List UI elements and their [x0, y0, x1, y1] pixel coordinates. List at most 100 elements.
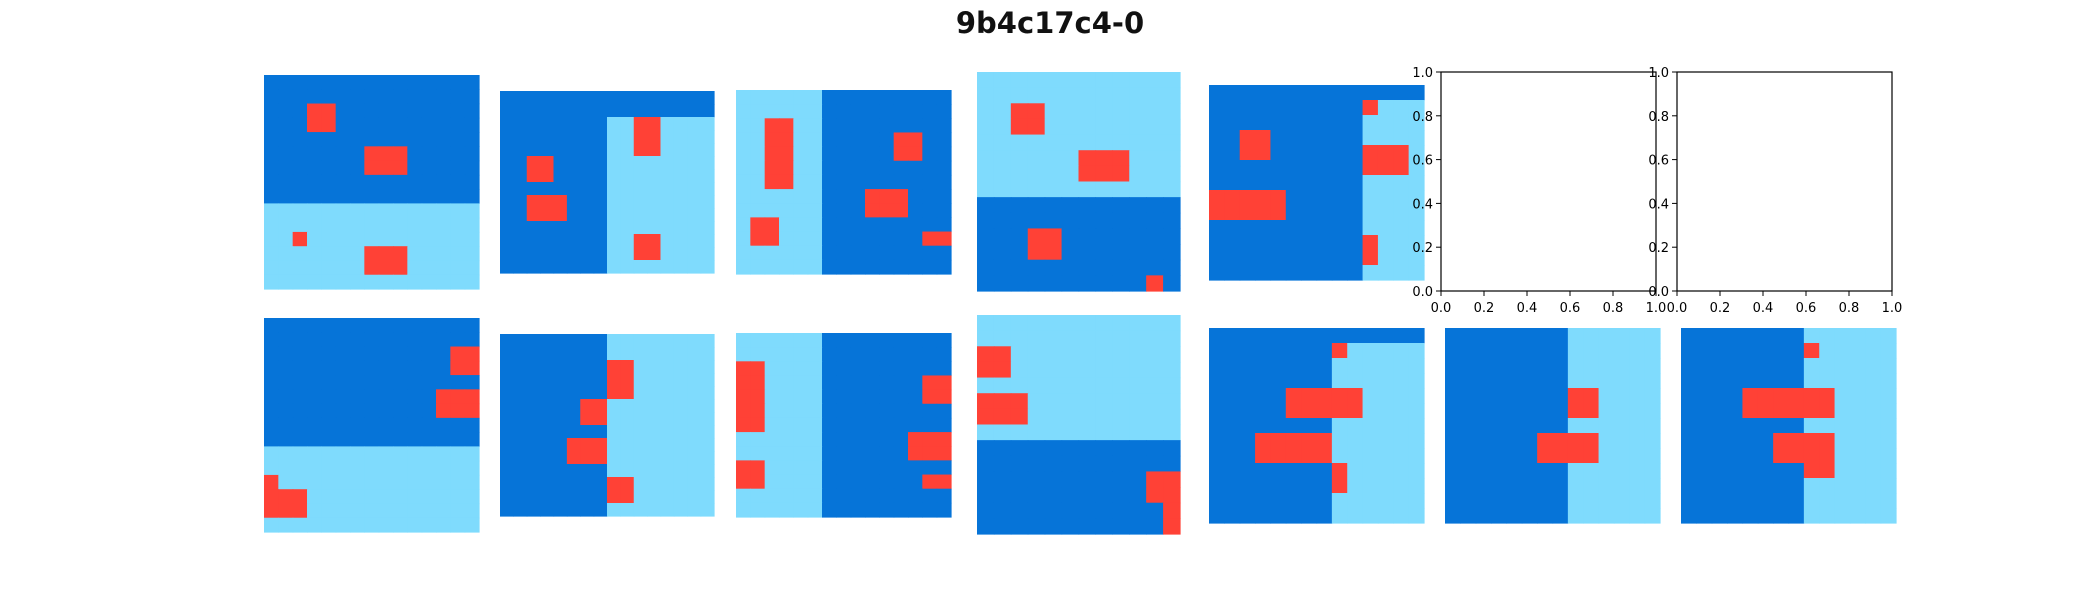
grid-cell: [1819, 448, 1836, 464]
grid-cell: [1146, 244, 1164, 261]
grid-cell: [1788, 433, 1805, 449]
grid-cell: [307, 146, 322, 162]
grid-cell: [700, 117, 715, 131]
grid-cell: [700, 490, 715, 504]
grid-cell: [1552, 403, 1569, 419]
grid-cell: [350, 146, 365, 162]
grid-cell: [1146, 471, 1164, 488]
grid-cell: [1788, 343, 1805, 359]
grid-cell: [580, 464, 595, 478]
grid-cell: [850, 460, 866, 476]
grid-cell: [673, 234, 688, 248]
grid-cell: [879, 333, 895, 348]
grid-cell: [1377, 328, 1394, 344]
grid-cell: [1865, 448, 1882, 464]
grid-cell: [364, 489, 380, 505]
grid-cell: [553, 91, 568, 105]
grid-cell: [936, 432, 952, 447]
x-tick-label: 0.8: [1603, 301, 1624, 316]
grid-cell: [526, 247, 541, 261]
grid-cell: [1146, 103, 1164, 120]
grid-cell: [335, 231, 351, 247]
grid-cell: [1788, 463, 1805, 479]
grid-cell: [378, 375, 394, 390]
grid-cell: [936, 488, 952, 504]
grid-cell: [350, 89, 365, 105]
grid-cell: [321, 446, 337, 462]
grid-cell: [436, 375, 451, 390]
grid-cell: [335, 203, 351, 219]
grid-cell: [764, 259, 780, 275]
grid-cell: [464, 360, 480, 376]
grid-cell: [764, 417, 780, 433]
grid-cell: [908, 259, 923, 275]
grid-cell: [687, 425, 702, 439]
grid-cell: [1598, 328, 1615, 344]
grid-cell: [407, 503, 423, 519]
grid-cell: [1331, 493, 1348, 509]
grid-cell: [1112, 197, 1130, 214]
grid-cell: [607, 182, 621, 196]
grid-cell: [1742, 328, 1759, 344]
grid-cell: [822, 460, 837, 476]
grid-cell: [793, 259, 809, 275]
grid-cell: [1491, 478, 1508, 494]
grid-cell: [1270, 343, 1287, 359]
grid-cell: [1027, 212, 1046, 230]
grid-cell: [421, 160, 437, 176]
grid-cell: [307, 103, 322, 119]
grid-cell: [1270, 433, 1287, 449]
grid-cell: [1362, 145, 1379, 161]
grid-cell: [292, 174, 308, 190]
grid-cell: [1078, 244, 1097, 261]
grid-cell: [1285, 175, 1302, 191]
grid-cell: [1727, 448, 1744, 464]
grid-cell: [922, 118, 938, 134]
grid-cell: [1010, 471, 1029, 488]
grid-cell: [1112, 244, 1130, 261]
grid-cell: [264, 417, 279, 433]
grid-cell: [526, 412, 541, 426]
grid-cell: [540, 221, 555, 235]
grid-cell: [822, 417, 837, 433]
grid-cell: [1078, 393, 1097, 410]
grid-cell: [278, 217, 294, 233]
grid-cell: [1803, 418, 1820, 434]
grid-cell: [1078, 440, 1097, 457]
grid-cell: [1129, 197, 1147, 214]
grid-cell: [1742, 493, 1759, 509]
grid-cell: [1773, 433, 1790, 449]
grid-cell: [278, 417, 294, 433]
grid-cell: [500, 503, 514, 517]
grid-cell: [436, 332, 451, 348]
grid-cell: [1408, 418, 1425, 434]
grid-cell: [1239, 433, 1256, 449]
grid-cell: [922, 347, 938, 362]
grid-cell: [364, 174, 380, 190]
grid-cell: [1491, 328, 1508, 344]
grid-cell: [977, 361, 995, 379]
grid-cell: [1095, 487, 1113, 504]
grid-cell: [407, 432, 423, 447]
grid-cell: [1078, 455, 1097, 473]
grid-cell: [1270, 358, 1287, 374]
grid-cell: [908, 174, 923, 190]
grid-cell: [836, 389, 852, 405]
grid-cell: [936, 460, 952, 476]
grid-cell: [633, 208, 648, 222]
grid-cell: [1010, 346, 1029, 363]
grid-cell: [526, 490, 541, 504]
grid-cell: [1788, 478, 1805, 494]
grid-cell: [1095, 197, 1113, 214]
grid-cell: [1285, 160, 1302, 176]
grid-cell: [393, 132, 408, 147]
grid-cell: [865, 403, 880, 419]
grid-cell: [633, 247, 648, 261]
grid-cell: [421, 89, 437, 105]
grid-cell: [464, 318, 480, 333]
grid-cell: [1393, 190, 1410, 206]
grid-cell: [1316, 115, 1333, 131]
grid-cell: [1027, 118, 1046, 136]
grid-cell: [1803, 463, 1820, 479]
grid-cell: [1239, 373, 1256, 389]
